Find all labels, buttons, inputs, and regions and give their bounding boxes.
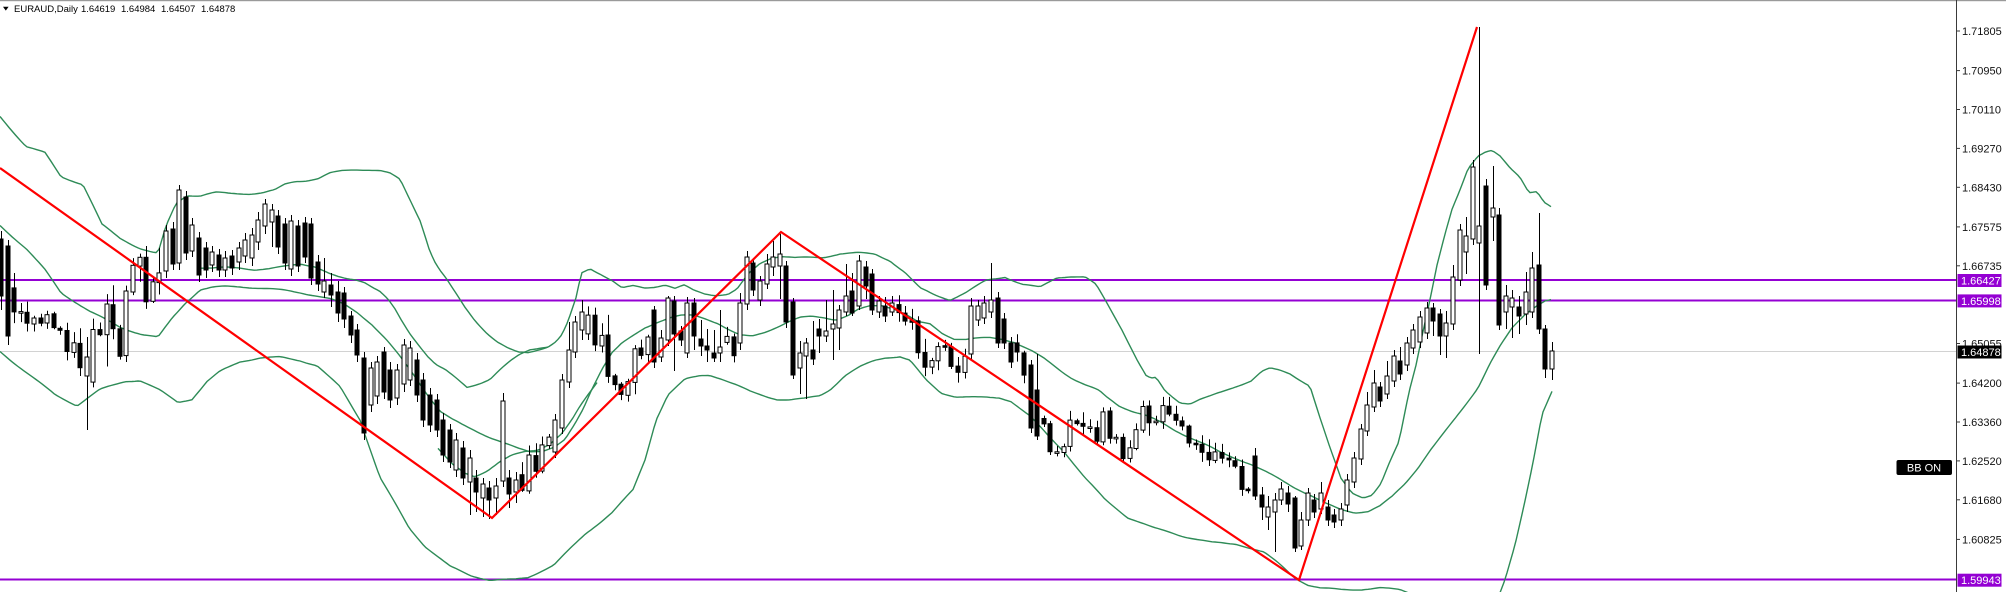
svg-text:1.64507: 1.64507 — [161, 4, 195, 15]
svg-text:1.70950: 1.70950 — [1962, 66, 2002, 78]
svg-text:EURAUD,Daily: EURAUD,Daily — [14, 4, 78, 15]
svg-text:1.64878: 1.64878 — [1961, 347, 2001, 359]
svg-text:1.64619: 1.64619 — [81, 4, 115, 15]
svg-text:BB ON: BB ON — [1907, 463, 1941, 475]
svg-text:1.66735: 1.66735 — [1962, 261, 2002, 273]
svg-text:1.71805: 1.71805 — [1962, 26, 2002, 38]
svg-text:1.63360: 1.63360 — [1962, 417, 2002, 429]
svg-text:1.61680: 1.61680 — [1962, 495, 2002, 507]
svg-text:1.62520: 1.62520 — [1962, 456, 2002, 468]
svg-text:1.64984: 1.64984 — [121, 4, 155, 15]
svg-text:1.66427: 1.66427 — [1961, 276, 2001, 288]
svg-text:1.67575: 1.67575 — [1962, 222, 2002, 234]
svg-text:1.68430: 1.68430 — [1962, 182, 2002, 194]
svg-text:1.64878: 1.64878 — [201, 4, 235, 15]
svg-text:1.60825: 1.60825 — [1962, 534, 2002, 546]
svg-text:1.70110: 1.70110 — [1962, 105, 2001, 117]
svg-text:1.69270: 1.69270 — [1962, 143, 2002, 155]
svg-text:1.65998: 1.65998 — [1961, 296, 2001, 308]
svg-text:1.59943: 1.59943 — [1961, 575, 2001, 587]
svg-text:1.64200: 1.64200 — [1962, 378, 2002, 390]
